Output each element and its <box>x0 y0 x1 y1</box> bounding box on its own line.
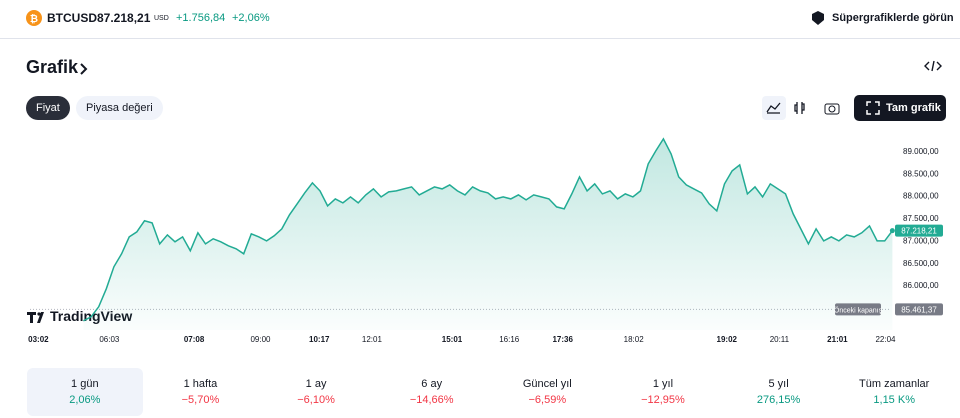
last-point <box>889 228 895 234</box>
logo <box>27 312 44 323</box>
x-tick-label: 17:36 <box>552 335 573 344</box>
period-label: 1 gün <box>71 378 99 390</box>
x-tick-label: 10:17 <box>309 335 330 344</box>
previous-close-box <box>835 303 881 316</box>
period-change: −6,59% <box>528 394 567 406</box>
x-tick-label: 09:00 <box>250 335 271 344</box>
x-tick-label: 21:01 <box>827 335 848 344</box>
candle-btn[interactable] <box>794 102 805 114</box>
last-price-box <box>895 224 943 237</box>
x-tick-label: 07:08 <box>184 335 205 344</box>
top-bar: ₿ BTCUSD 87.218,21 USD +1.756,84 +2,06% … <box>0 0 960 39</box>
last-price-label: 87.218,21 <box>901 227 937 236</box>
previous-close-value: 85.461,37 <box>901 305 937 314</box>
y-tick-label: 87.500,00 <box>903 214 939 223</box>
supercharts-link[interactable]: Süpergrafiklerde görün <box>832 12 954 24</box>
x-tick-label: 15:01 <box>442 335 463 344</box>
y-tick-label: 87.000,00 <box>903 236 939 245</box>
y-tick-label: 88.000,00 <box>903 192 939 201</box>
full-chart-label: Tam grafik <box>886 102 941 114</box>
svg-text:₿: ₿ <box>30 13 38 25</box>
fullscreen-icon <box>866 101 880 115</box>
chevron <box>80 63 88 75</box>
x-tick-label: 16:16 <box>499 335 520 344</box>
y-tick-label: 86.000,00 <box>903 281 939 290</box>
symbol: BTCUSD <box>47 11 97 25</box>
x-tick-label: 22:04 <box>875 335 896 344</box>
previous-close-name: Önceki kapanış <box>834 306 883 314</box>
area <box>83 138 893 330</box>
change: +1.756,84 <box>176 12 226 24</box>
change-percent: +2,06% <box>232 12 270 24</box>
x-tick-label: 12:01 <box>362 335 383 344</box>
period[interactable]: Tüm zamanlar 1,15 K% <box>836 368 952 416</box>
period-change: −5,70% <box>181 394 220 406</box>
periods: 1 gün 2,06% 1 hafta −5,70% 1 ay −6,10% 6 ay −14… <box>27 368 952 416</box>
period-label: 1 hafta <box>183 378 218 390</box>
period[interactable]: 1 gün 2,06% <box>27 368 143 416</box>
y-tick-label: 86.500,00 <box>903 259 939 268</box>
btc-icon: ₿ <box>26 10 42 26</box>
embed-icon[interactable] <box>924 59 942 73</box>
previous-close-value-box <box>895 303 943 316</box>
x-tick-label: 18:02 <box>624 335 645 344</box>
period-label: 1 ay <box>305 378 327 390</box>
period-label: Güncel yıl <box>522 378 572 390</box>
period-change: 276,15% <box>756 394 801 406</box>
period[interactable]: 6 ay −14,66% <box>374 368 490 416</box>
period-change: −12,95% <box>641 394 685 406</box>
period-change: −6,10% <box>297 394 335 406</box>
period[interactable]: 1 hafta −5,70% <box>143 368 259 416</box>
x-tick-label: 03:02 <box>28 335 49 344</box>
period-change: 2,06% <box>69 394 101 406</box>
period-label: 1 yıl <box>652 378 674 390</box>
price-line <box>83 137 893 322</box>
tab-active[interactable]: Fiyat <box>26 96 70 120</box>
section-title[interactable]: Grafik <box>26 57 79 77</box>
price: 87.218,21 <box>97 11 151 25</box>
camera-btn[interactable] <box>824 103 840 115</box>
period-label: Tüm zamanlar <box>859 378 930 390</box>
x-tick-label: 06:03 <box>99 335 120 344</box>
toolbar <box>762 96 840 120</box>
period[interactable]: Güncel yıl −6,59% <box>490 368 606 416</box>
x-tick-label: 20:11 <box>770 335 790 344</box>
tab[interactable]: Piyasa değeri <box>76 96 163 120</box>
period-label: 6 ay <box>421 378 443 390</box>
y-tick-label: 88.500,00 <box>903 169 939 178</box>
supercharts-icon[interactable] <box>810 10 826 26</box>
period-change: 1,15 K% <box>873 394 915 406</box>
currency: USD <box>154 15 169 22</box>
period[interactable]: 1 ay −6,10% <box>258 368 374 416</box>
period-change: −14,66% <box>409 394 454 406</box>
full-chart-btn[interactable]: Tam grafik <box>854 95 946 121</box>
x-tick-label: 19:02 <box>717 335 738 344</box>
period[interactable]: 5 yıl 276,15% <box>721 368 837 416</box>
y-tick-label: 89.000,00 <box>903 147 939 156</box>
period[interactable]: 1 yıl −12,95% <box>605 368 721 416</box>
period-label: 5 yıl <box>768 378 789 390</box>
